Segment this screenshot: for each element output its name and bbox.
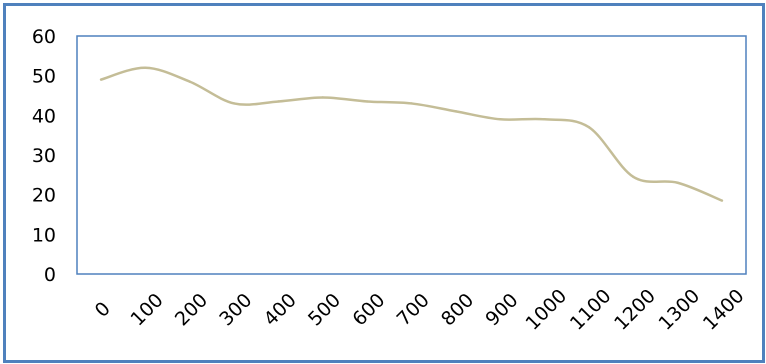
x-tick-label: 1400: [699, 285, 749, 335]
data-point: [188, 80, 191, 83]
x-tick-label: 400: [260, 289, 301, 330]
data-point: [543, 118, 546, 121]
x-tick-label: 900: [481, 289, 522, 330]
x-tick-label: 1000: [521, 285, 571, 335]
chart-frame: 0 10 20 30 40 50 60 0 100 200 300 400 500 600 700 800 9…: [3, 3, 765, 363]
data-points: [99, 66, 724, 202]
x-tick-label: 800: [437, 289, 478, 330]
y-tick-label: 10: [32, 224, 56, 246]
x-tick-label: 300: [215, 289, 256, 330]
data-point: [144, 66, 147, 69]
y-tick-label: 0: [44, 264, 56, 286]
y-tick-label: 30: [32, 145, 56, 167]
data-point: [99, 78, 103, 81]
x-tick-label: 700: [393, 289, 434, 330]
x-axis-ticks: 0 100 200 300 400 500 600 700 800 900100011001200…: [91, 285, 749, 335]
y-tick-label: 20: [32, 185, 56, 207]
x-tick-label: 0: [91, 298, 115, 322]
data-point: [410, 102, 413, 105]
line-chart: 0 10 20 30 40 50 60 0 100 200 300 400 500 600 700 800 9…: [32, 26, 749, 335]
data-point: [587, 126, 591, 129]
data-point: [454, 110, 458, 113]
plot-area: [76, 35, 747, 275]
x-tick-label: 600: [348, 289, 389, 330]
y-tick-label: 50: [32, 66, 56, 88]
x-tick-label: 500: [304, 289, 345, 330]
x-tick-label: 100: [127, 289, 168, 330]
x-tick-label: 1100: [566, 285, 616, 335]
data-point: [232, 102, 236, 105]
x-tick-label: 1200: [610, 285, 660, 335]
data-point: [499, 118, 502, 121]
x-tick-label: 1300: [655, 285, 705, 335]
y-tick-label: 60: [32, 26, 56, 48]
data-point: [321, 96, 324, 99]
y-axis-ticks: 0 10 20 30 40 50 60: [32, 26, 56, 286]
data-point: [277, 100, 280, 103]
data-point: [632, 175, 635, 179]
x-tick-label: 200: [171, 289, 212, 330]
data-point: [365, 100, 369, 103]
y-tick-label: 40: [32, 105, 56, 127]
data-point: [676, 181, 679, 184]
data-point: [720, 199, 724, 202]
series-line: [100, 66, 723, 202]
